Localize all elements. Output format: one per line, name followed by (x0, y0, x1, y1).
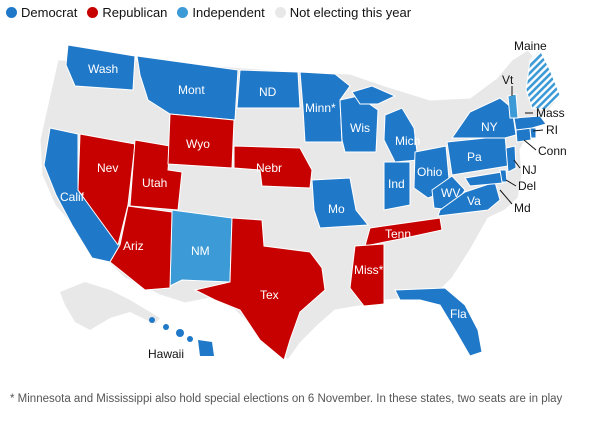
washington-shape (65, 44, 136, 91)
label-ind: Ind (388, 177, 405, 191)
legend-item-democrat: Democrat (6, 5, 77, 20)
label-md: Md (514, 201, 531, 215)
arizona-shape (109, 205, 173, 291)
democrat-swatch (6, 6, 17, 18)
nebraska-shape (233, 145, 313, 189)
label-mo: Mo (328, 202, 345, 216)
virginia-shape (437, 181, 501, 217)
north-dakota-shape (236, 69, 301, 109)
leader-lines (499, 86, 544, 205)
legend-item-independent: Independent (177, 4, 265, 20)
label-va: Va (467, 194, 481, 208)
label-ohio: Ohio (417, 165, 443, 179)
rhode-island-shape (529, 127, 537, 139)
independent-swatch (177, 6, 189, 18)
michigan-upper-shape (351, 85, 397, 105)
label-mass: Mass (536, 106, 565, 120)
republican-swatch (87, 6, 99, 18)
indiana-shape (383, 161, 411, 211)
label-ri: RI (546, 123, 558, 137)
label-wis: Wis (350, 121, 370, 135)
legend: Democrat Republican Independent Not elec… (6, 3, 421, 21)
vermont-shape (507, 93, 519, 119)
legend-label-independent: Independent (192, 4, 265, 20)
label-pa: Pa (467, 150, 482, 164)
mississippi-shape (349, 243, 385, 307)
maryland-shape (464, 171, 504, 187)
texas-shape (193, 217, 326, 361)
not-electing-swatch (274, 6, 286, 18)
label-vt: Vt (502, 73, 514, 87)
wyoming-shape (167, 113, 235, 169)
missouri-shape (311, 177, 369, 229)
label-nj: NJ (522, 163, 537, 177)
label-maine: Maine (514, 39, 547, 53)
label-del: Del (518, 179, 536, 193)
label-hawaii: Hawaii (148, 347, 184, 361)
label-miss: Miss* (354, 263, 384, 277)
label-ariz: Ariz (123, 239, 144, 253)
label-fla: Fla (450, 307, 467, 321)
delaware-shape (499, 169, 508, 183)
label-wyo: Wyo (186, 137, 210, 151)
label-minn: Minn* (305, 101, 336, 115)
legend-label-not-electing: Not electing this year (289, 4, 412, 20)
label-wash: Wash (88, 62, 118, 76)
label-calif: Calif (60, 190, 85, 204)
label-nev: Nev (97, 161, 118, 175)
maine-shape (525, 49, 561, 111)
florida-shape (394, 287, 483, 357)
legend-item-not-electing: Not electing this year (274, 4, 412, 20)
label-nebr: Nebr (256, 161, 282, 175)
label-ny: NY (481, 120, 498, 134)
nevada-shape (77, 133, 136, 247)
label-nm: NM (191, 244, 210, 258)
legend-label-republican: Republican (102, 4, 168, 20)
california-shape (43, 127, 121, 263)
alaska-shape (60, 282, 160, 330)
us-senate-map: Wash Mont ND Minn* Wis Mich NY Pa Ohio I… (39, 39, 567, 361)
label-mont: Mont (178, 83, 205, 97)
label-tex: Tex (260, 288, 279, 302)
footnote: * Minnesota and Mississippi also hold sp… (10, 393, 563, 405)
label-wv: WV (441, 186, 460, 200)
legend-label-democrat: Democrat (21, 4, 78, 20)
new-jersey-shape (505, 145, 517, 173)
legend-item-republican: Republican (87, 5, 167, 20)
label-utah: Utah (142, 176, 167, 190)
massachusetts-shape (513, 115, 547, 131)
label-tenn: Tenn (385, 227, 411, 241)
tennessee-shape (364, 217, 443, 247)
label-mich: Mich (395, 134, 420, 148)
label-conn: Conn (538, 144, 567, 158)
label-nd: ND (259, 85, 277, 99)
hawaii-islands (149, 317, 214, 356)
